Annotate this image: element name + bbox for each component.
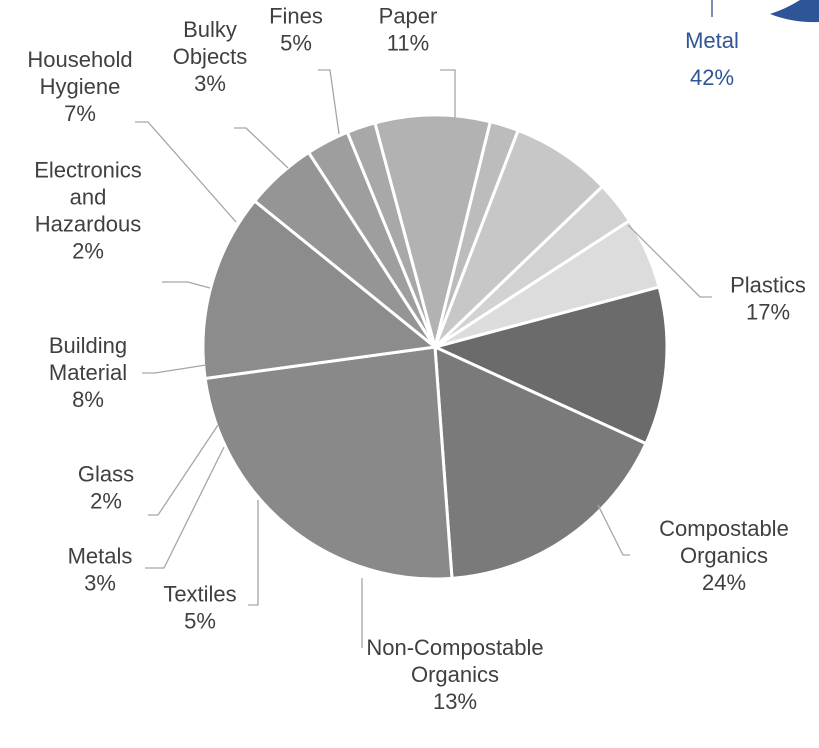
leader-compostable-organics	[597, 504, 630, 556]
label-value: 11%	[387, 31, 429, 56]
label-name-line: Hazardous	[35, 212, 141, 237]
pie-slices	[201, 113, 669, 581]
label-value: 17%	[746, 300, 790, 325]
label-name-line: Building	[49, 333, 127, 358]
leader-electronics-and-hazardous	[162, 281, 211, 289]
slice-non-compostable-organics	[201, 198, 439, 381]
leader-paper	[440, 69, 456, 118]
leader-fines	[318, 69, 340, 135]
label-household-hygiene: Household Hygiene 7%	[27, 47, 132, 126]
label-value: 7%	[64, 101, 96, 126]
label-name-line: Organics	[680, 543, 768, 568]
label-name-line: Paper	[379, 4, 438, 29]
label-name-line: Textiles	[163, 582, 236, 607]
slice-household-hygiene	[433, 128, 605, 349]
label-non-compostable-organics: Non-Compostable Organics 13%	[366, 635, 543, 714]
label-name-line: Electronics	[34, 158, 142, 183]
label-textiles: Textiles 5%	[163, 582, 236, 634]
partial-chart: Metal 42%	[685, 0, 819, 90]
label-value: 5%	[184, 609, 216, 634]
label-value: 13%	[433, 689, 477, 714]
label-paper: Paper 11%	[379, 4, 438, 56]
label-compostable-organics: Compostable Organics 24%	[659, 516, 789, 595]
leader-building-material	[142, 364, 207, 374]
label-name-line: Plastics	[730, 273, 806, 298]
label-name-line: and	[70, 185, 107, 210]
label-value: 5%	[280, 31, 312, 56]
label-building-material: Building Material 8%	[49, 333, 127, 412]
label-fines: Fines 5%	[269, 4, 323, 56]
label-value: 42%	[690, 65, 734, 90]
slice-building-material	[373, 113, 493, 348]
label-name-line: Material	[49, 360, 127, 385]
label-value: 24%	[702, 570, 746, 595]
label-metals: Metals 3%	[68, 544, 133, 596]
label-name-line: Compostable	[659, 516, 789, 541]
slice-paper	[430, 285, 669, 446]
slice-plastics	[433, 344, 648, 580]
leader-plastics	[627, 224, 712, 298]
slice-labels: Paper 11%Plastics 17%Compostable Organics 24…	[27, 4, 805, 715]
label-metal: Metal 42%	[685, 28, 739, 90]
label-name-line: Metal	[685, 28, 739, 53]
label-name-line: Metals	[68, 544, 133, 569]
label-name-line: Bulky	[183, 17, 237, 42]
label-name-line: Glass	[78, 462, 134, 487]
label-name-line: Fines	[269, 4, 323, 29]
label-value: 3%	[84, 571, 116, 596]
slice-fines	[434, 218, 661, 349]
label-name-line: Hygiene	[40, 74, 121, 99]
leader-lines	[135, 69, 712, 648]
label-plastics: Plastics 17%	[730, 273, 806, 325]
slice-metal	[770, 0, 819, 23]
label-value: 3%	[194, 71, 226, 96]
label-value: 2%	[90, 489, 122, 514]
label-name-line: Non-Compostable	[366, 635, 543, 660]
label-name-line: Organics	[411, 662, 499, 687]
label-name-line: Objects	[173, 44, 248, 69]
leader-bulky-objects	[234, 127, 289, 169]
leader-metals	[145, 446, 225, 569]
label-glass: Glass 2%	[78, 462, 134, 514]
label-value: 8%	[72, 387, 104, 412]
label-electronics-and-hazardous: Electronics and Hazardous 2%	[34, 158, 142, 264]
leader-textiles	[248, 500, 259, 606]
label-bulky-objects: Bulky Objects 3%	[173, 17, 248, 96]
label-name-line: Household	[27, 47, 132, 72]
leader-glass	[148, 424, 219, 516]
label-value: 2%	[72, 239, 104, 264]
slice-compostable-organics	[203, 345, 454, 581]
leader-household-hygiene	[135, 121, 237, 223]
